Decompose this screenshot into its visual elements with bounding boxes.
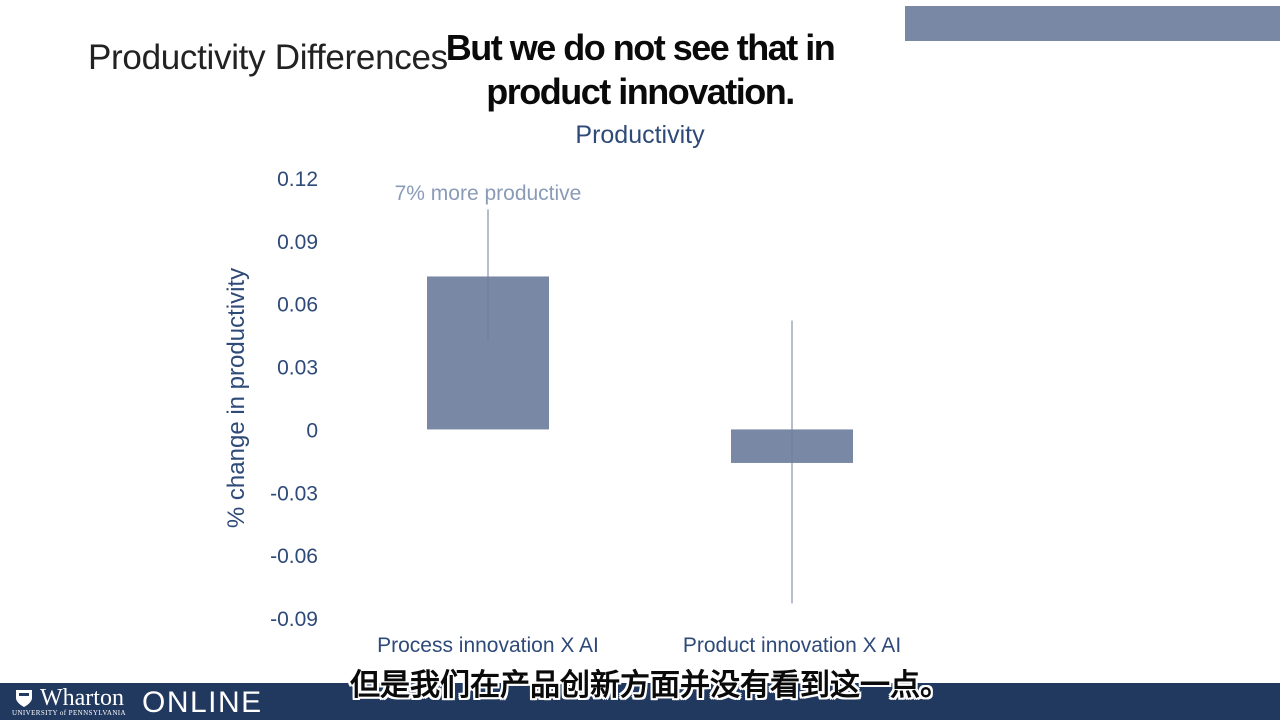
y-tick-label: 0.03 <box>277 357 318 380</box>
y-axis-label: % change in productivity <box>223 268 250 528</box>
y-tick-label: -0.03 <box>270 482 318 505</box>
subtitle-chinese: 但是我们在产品创新方面并没有看到这一点。 <box>340 660 960 704</box>
chart-title: Productivity <box>575 121 705 149</box>
y-tick-label: -0.09 <box>270 608 318 631</box>
subtitle-english: But we do not see that in product innova… <box>440 26 840 114</box>
wharton-logo: Wharton <box>40 685 124 712</box>
y-tick-label: 0.12 <box>277 168 318 191</box>
penn-shield-icon <box>14 688 34 708</box>
y-tick-label: -0.06 <box>270 545 318 568</box>
bar-annotation: 7% more productive <box>395 182 582 205</box>
upenn-logo-text: UNIVERSITY of PENNSYLVANIA <box>12 709 126 717</box>
online-logo: ONLINE <box>142 686 263 720</box>
x-category-label: Product innovation X AI <box>683 634 901 657</box>
y-tick-label: 0.06 <box>277 294 318 317</box>
y-tick-label: 0.09 <box>277 231 318 254</box>
x-category-label: Process innovation X AI <box>377 634 599 657</box>
y-tick-label: 0 <box>306 419 318 442</box>
